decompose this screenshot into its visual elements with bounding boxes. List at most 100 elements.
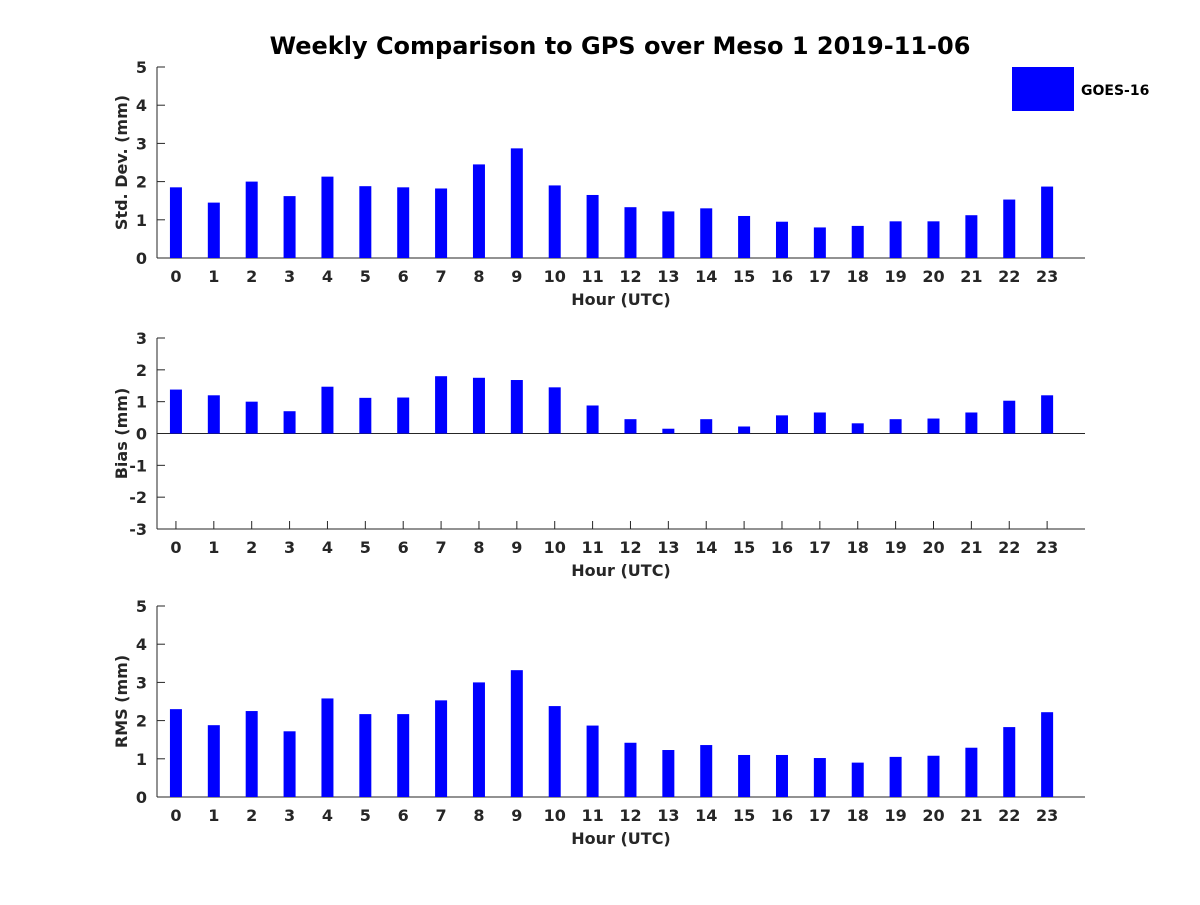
bar — [397, 714, 410, 797]
bar — [1003, 400, 1016, 434]
y-tick-label: 1 — [136, 750, 147, 769]
bar — [435, 700, 448, 797]
x-tick-label: 0 — [170, 806, 181, 825]
x-tick-label: 17 — [809, 806, 831, 825]
x-tick-label: 10 — [544, 806, 566, 825]
bar — [1003, 199, 1016, 258]
x-tick-label: 3 — [284, 538, 295, 557]
x-tick-label: 3 — [284, 806, 295, 825]
x-tick-label: 16 — [771, 538, 793, 557]
y-tick-label: 4 — [136, 635, 147, 654]
bar — [586, 194, 599, 258]
y-tick-label: 3 — [136, 673, 147, 692]
x-tick-label: 16 — [771, 806, 793, 825]
x-tick-label: 15 — [733, 538, 755, 557]
x-tick-label: 8 — [473, 538, 484, 557]
bar — [700, 745, 713, 797]
bar — [359, 714, 372, 797]
legend-swatch — [1012, 67, 1074, 111]
bar — [321, 176, 334, 258]
x-tick-label: 16 — [771, 267, 793, 286]
y-tick-label: 4 — [136, 96, 147, 115]
bar — [169, 709, 182, 797]
y-tick-label: 2 — [136, 361, 147, 380]
y-axis-label: Std. Dev. (mm) — [112, 95, 131, 230]
bar — [738, 426, 751, 434]
x-tick-label: 2 — [246, 806, 257, 825]
x-tick-label: 1 — [208, 806, 219, 825]
x-tick-label: 4 — [322, 267, 333, 286]
bar — [207, 395, 220, 434]
bar — [548, 387, 561, 434]
x-tick-label: 4 — [322, 806, 333, 825]
x-tick-label: 21 — [960, 538, 982, 557]
bar — [927, 418, 940, 434]
x-tick-label: 0 — [170, 267, 181, 286]
x-tick-label: 23 — [1036, 806, 1058, 825]
y-tick-label: 0 — [136, 425, 147, 444]
y-tick-label: 3 — [136, 134, 147, 153]
x-tick-label: 15 — [733, 806, 755, 825]
x-tick-label: 23 — [1036, 538, 1058, 557]
y-tick-label: 0 — [136, 788, 147, 807]
x-tick-label: 18 — [847, 267, 869, 286]
bar — [245, 711, 258, 797]
x-tick-label: 0 — [170, 538, 181, 557]
bar — [245, 181, 258, 258]
x-tick-label: 15 — [733, 267, 755, 286]
bar — [169, 187, 182, 258]
bar — [738, 215, 751, 258]
x-tick-label: 5 — [360, 538, 371, 557]
y-tick-label: 1 — [136, 393, 147, 412]
x-tick-label: 11 — [581, 267, 603, 286]
bar — [1041, 186, 1054, 258]
bar — [586, 725, 599, 797]
x-tick-label: 17 — [809, 267, 831, 286]
bar — [624, 742, 637, 797]
bar — [586, 405, 599, 434]
x-tick-label: 10 — [544, 267, 566, 286]
bar — [927, 755, 940, 797]
x-tick-label: 18 — [847, 538, 869, 557]
bar — [738, 754, 751, 797]
x-tick-label: 9 — [511, 267, 522, 286]
y-axis-label: Bias (mm) — [112, 388, 131, 480]
x-tick-label: 11 — [581, 806, 603, 825]
bar — [1041, 395, 1054, 434]
legend: GOES-16 — [1012, 67, 1149, 111]
x-tick-label: 4 — [322, 538, 333, 557]
bar — [813, 758, 826, 797]
bar — [889, 419, 902, 434]
bar — [1041, 712, 1054, 797]
bar — [851, 423, 864, 434]
bar — [662, 750, 675, 797]
y-tick-label: 5 — [136, 58, 147, 77]
x-tick-label: 22 — [998, 538, 1020, 557]
y-tick-label: 2 — [136, 712, 147, 731]
bar — [510, 380, 523, 434]
x-tick-label: 8 — [473, 806, 484, 825]
bar — [283, 196, 296, 258]
x-tick-label: 6 — [398, 806, 409, 825]
x-axis-label: Hour (UTC) — [571, 829, 671, 848]
x-tick-label: 11 — [581, 538, 603, 557]
bar — [965, 215, 978, 258]
bar — [359, 186, 372, 258]
bar — [662, 211, 675, 258]
x-axis-label: Hour (UTC) — [571, 290, 671, 309]
y-tick-label: 5 — [136, 597, 147, 616]
x-tick-label: 6 — [398, 267, 409, 286]
x-tick-label: 1 — [208, 538, 219, 557]
bar — [207, 725, 220, 797]
bar — [965, 412, 978, 434]
y-tick-label: 0 — [136, 249, 147, 268]
y-tick-label: 1 — [136, 211, 147, 230]
x-tick-label: 22 — [998, 806, 1020, 825]
bar — [510, 670, 523, 797]
bar — [435, 188, 448, 258]
bar — [700, 419, 713, 434]
bar — [775, 754, 788, 797]
